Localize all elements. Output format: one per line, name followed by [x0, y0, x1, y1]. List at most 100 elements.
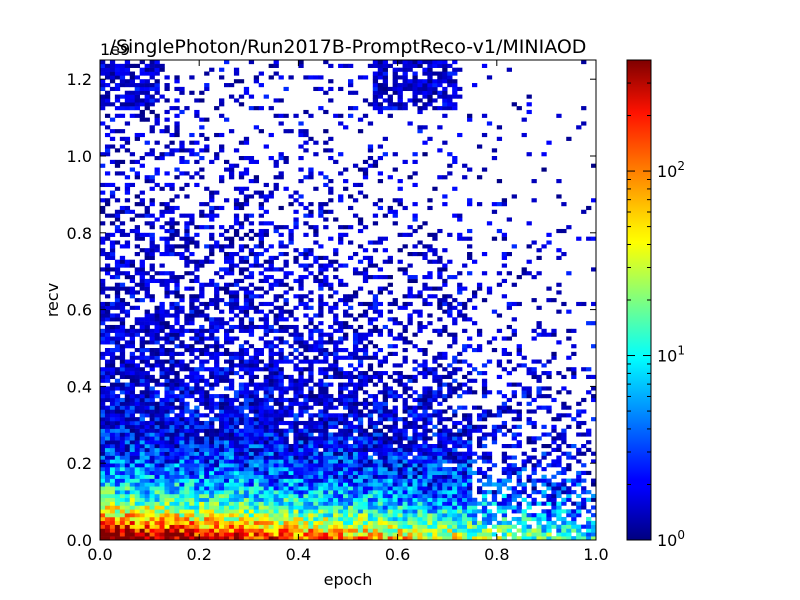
heatmap-cell: [308, 305, 314, 310]
heatmap-cell: [194, 447, 200, 452]
heatmap-cell: [219, 486, 225, 491]
heatmap-cell: [338, 413, 344, 418]
heatmap-cell: [323, 225, 329, 230]
heatmap-cell: [422, 528, 428, 533]
heatmap-cell: [109, 401, 116, 406]
heatmap-cell: [204, 282, 210, 287]
heatmap-cell: [432, 252, 438, 257]
heatmap-cell: [283, 513, 289, 518]
heatmap-cell: [104, 348, 111, 353]
heatmap-cell: [422, 467, 428, 472]
heatmap-cell: [432, 232, 438, 237]
heatmap-cell: [253, 355, 260, 360]
heatmap-cell: [134, 175, 140, 180]
heatmap-cell: [104, 386, 111, 391]
heatmap-cell: [367, 528, 374, 533]
heatmap-cell: [412, 536, 418, 540]
heatmap-cell: [263, 509, 269, 514]
heatmap-cell: [109, 371, 116, 376]
heatmap-cell: [293, 363, 299, 368]
heatmap-cell: [263, 420, 269, 426]
heatmap-cell: [303, 490, 309, 495]
heatmap-cell: [144, 71, 150, 76]
heatmap-cell: [243, 194, 250, 199]
heatmap-cell: [422, 367, 428, 372]
heatmap-cell: [149, 486, 155, 491]
heatmap-cell: [164, 397, 170, 403]
heatmap-cell: [219, 428, 225, 433]
heatmap-cell: [258, 405, 264, 410]
heatmap-cell: [298, 252, 304, 257]
heatmap-cell: [362, 528, 369, 533]
heatmap-cell: [303, 428, 309, 433]
heatmap-cell: [427, 294, 433, 299]
heatmap-cell: [124, 328, 131, 333]
heatmap-cell: [407, 252, 413, 257]
heatmap-cell: [412, 63, 418, 68]
heatmap-cell: [100, 98, 106, 103]
heatmap-cell: [139, 60, 145, 65]
heatmap-cell: [104, 301, 111, 307]
heatmap-cell: [377, 60, 384, 65]
heatmap-cell: [263, 459, 269, 464]
heatmap-cell: [174, 282, 180, 287]
heatmap-cell: [228, 424, 235, 429]
heatmap-cell: [392, 60, 398, 65]
heatmap-cell: [199, 336, 205, 341]
heatmap-cell: [273, 359, 279, 364]
heatmap-cell: [308, 467, 314, 472]
heatmap-cell: [179, 505, 185, 510]
heatmap-cell: [233, 252, 240, 257]
heatmap-cell: [159, 524, 165, 529]
heatmap-cell: [243, 516, 250, 522]
heatmap-cell: [323, 420, 329, 426]
heatmap-cell: [268, 190, 274, 195]
heatmap-cell: [144, 290, 150, 295]
heatmap-cell: [432, 497, 438, 502]
heatmap-cell: [144, 451, 150, 456]
heatmap-cell: [318, 321, 324, 326]
heatmap-cell: [124, 428, 131, 433]
heatmap-cell: [149, 409, 155, 414]
heatmap-cell: [164, 244, 170, 249]
heatmap-cell: [318, 459, 324, 464]
heatmap-cell: [159, 156, 165, 161]
heatmap-cell: [293, 278, 299, 284]
heatmap-cell: [139, 271, 145, 276]
heatmap-cell: [129, 98, 136, 103]
heatmap-cell: [144, 463, 150, 468]
heatmap-cell: [189, 424, 195, 429]
heatmap-cell: [338, 536, 344, 540]
heatmap-cell: [407, 317, 413, 322]
heatmap-cell: [204, 420, 210, 426]
heatmap-cell: [144, 313, 150, 318]
heatmap-cell: [189, 509, 195, 514]
heatmap-cell: [323, 278, 329, 284]
heatmap-cell: [402, 348, 408, 353]
heatmap-cell: [268, 420, 274, 426]
heatmap-cell: [174, 524, 180, 529]
heatmap-cell: [273, 371, 279, 376]
heatmap-cell: [357, 217, 364, 222]
heatmap-cell: [417, 497, 423, 502]
heatmap-cell: [357, 447, 364, 452]
heatmap-cell: [338, 447, 344, 452]
heatmap-cell: [442, 106, 448, 111]
heatmap-cell: [233, 67, 240, 72]
heatmap-cell: [268, 532, 274, 537]
heatmap-cell: [387, 259, 393, 264]
heatmap-cell: [174, 121, 180, 126]
heatmap-cell: [169, 509, 175, 514]
heatmap-cell: [437, 497, 443, 502]
heatmap-cell: [447, 371, 453, 376]
heatmap-cell: [139, 497, 145, 502]
heatmap-cell: [402, 63, 408, 68]
heatmap-cell: [278, 225, 284, 230]
heatmap-cell: [283, 290, 289, 295]
heatmap-cell: [174, 482, 180, 487]
heatmap-cell: [233, 301, 240, 307]
heatmap-cell: [362, 397, 369, 403]
heatmap-cell: [333, 417, 339, 422]
heatmap-cell: [268, 524, 274, 529]
heatmap-cell: [343, 301, 349, 307]
